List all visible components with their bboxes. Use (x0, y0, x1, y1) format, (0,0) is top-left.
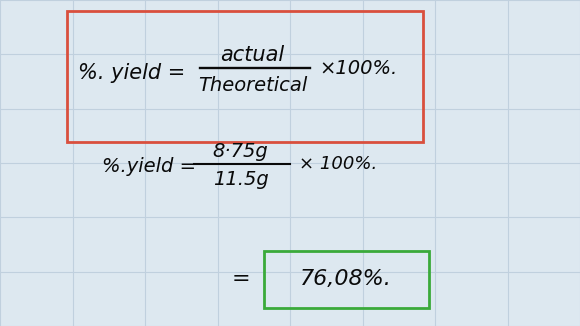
Text: 76,08%.: 76,08%. (300, 269, 392, 289)
Text: =: = (231, 269, 250, 289)
Text: Theoretical: Theoretical (198, 76, 307, 95)
Text: 8·75g: 8·75g (213, 142, 269, 161)
Text: 11.5g: 11.5g (213, 170, 269, 189)
Text: %. yield =: %. yield = (78, 63, 186, 83)
Text: ×100%.: ×100%. (319, 59, 397, 78)
Text: × 100%.: × 100%. (299, 155, 377, 173)
Text: actual: actual (220, 45, 284, 66)
Text: %.yield =: %.yield = (102, 157, 195, 176)
